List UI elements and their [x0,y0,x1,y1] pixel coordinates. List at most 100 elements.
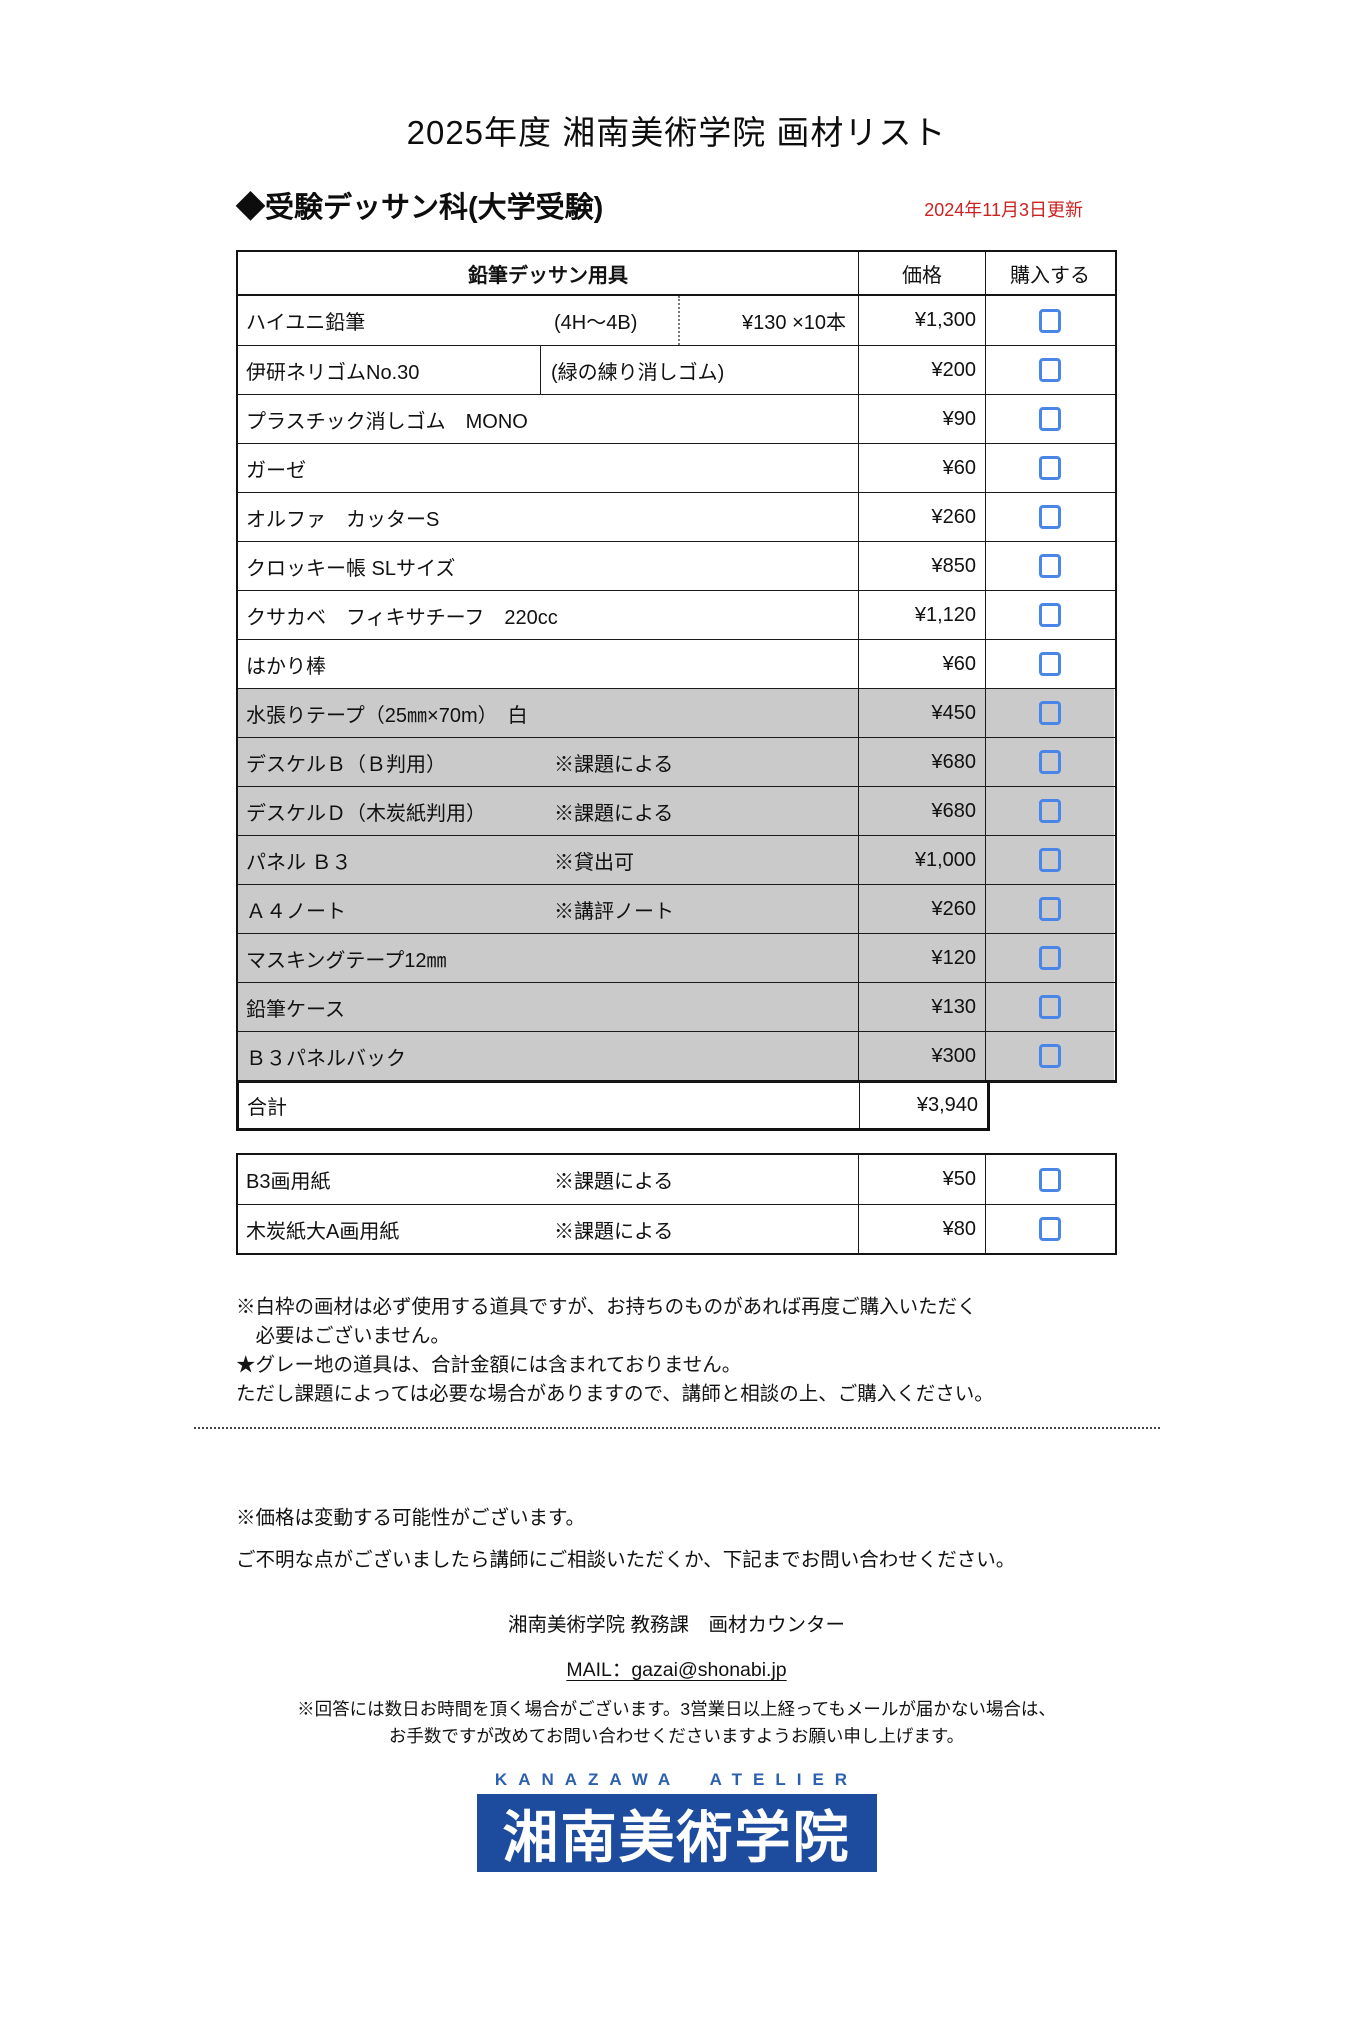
price-cell: ¥300 [858,1032,985,1080]
checkbox-cell [985,885,1114,933]
checkbox-cell [985,296,1114,345]
item-name: B3画用紙 [246,1171,331,1193]
checkbox-cell [985,640,1114,688]
table-row: ガーゼ ¥60 [238,443,1115,492]
checkbox-cell [985,493,1114,541]
item-spec: (4H〜4B) [554,312,638,334]
school-logo-text: 湘南美術学院 [502,1805,851,1869]
checkbox-cell [985,395,1114,443]
price-change-note: ※価格は変動する可能性がございます。 [236,1507,586,1529]
price-cell: ¥1,000 [858,836,985,884]
item-note: ※課題による [554,802,674,825]
purchase-checkbox[interactable] [1039,505,1061,529]
item-name: はかり棒 [246,655,326,678]
purchase-checkbox[interactable] [1039,848,1061,872]
table-row: はかり棒 ¥60 [238,639,1115,688]
column-header-item: 鉛筆デッサン用具 [468,264,628,287]
item-name: クサカベ フィキサチーフ 220cc [246,606,558,629]
note-line: ※白枠の画材は必ず使用する道具ですが、お持ちのものがあれば再度ご購入いただく [236,1296,977,1318]
mail-link[interactable]: MAIL：gazai@shonabi.jp [566,1659,787,1681]
price-cell: ¥90 [858,395,985,443]
table-row: デスケルＤ（木炭紙判用） ※課題による ¥680 [238,786,1115,835]
school-logo: 湘南美術学院 [476,1794,877,1872]
item-cell: デスケルＢ（Ｂ判用） ※課題による [238,738,858,786]
checkbox-cell [985,934,1114,982]
item-cell: 木炭紙大A画用紙 ※課題による [238,1205,858,1253]
item-name: クロッキー帳 SLサイズ [246,557,456,580]
purchase-checkbox[interactable] [1039,652,1061,676]
updated-date: 2024年11月3日更新 [924,200,1083,220]
purchase-checkbox[interactable] [1039,1044,1061,1068]
usage-notes: ※白枠の画材は必ず使用する道具ですが、お持ちのものがあれば再度ご購入いただく 必… [236,1293,1117,1409]
purchase-checkbox[interactable] [1039,1167,1061,1192]
note-line: ★グレー地の道具は、合計金額には含まれておりません。 [236,1354,742,1376]
table-row: Ａ４ノート ※講評ノート ¥260 [238,884,1115,933]
price-cell: ¥680 [858,787,985,835]
table-row: クロッキー帳 SLサイズ ¥850 [238,541,1115,590]
table-header-row: 鉛筆デッサン用具 価格 購入する [238,252,1115,296]
price-cell: ¥130 [858,983,985,1031]
purchase-checkbox[interactable] [1039,750,1061,774]
checkbox-cell [985,836,1114,884]
item-note: ※貸出可 [554,851,634,874]
table-row: 水張りテープ（25㎜×70m） 白 ¥450 [238,688,1115,737]
column-header-price: 価格 [858,252,985,294]
section-header: ◆受験デッサン科(大学受験) 2024年11月3日更新 [236,184,1117,226]
checkbox-cell [985,738,1114,786]
price-cell: ¥200 [858,346,985,394]
purchase-checkbox[interactable] [1039,603,1061,627]
purchase-checkbox[interactable] [1039,554,1061,578]
item-name: Ａ４ノート [246,900,346,923]
purchase-checkbox[interactable] [1039,456,1061,480]
reply-note-line: ※回答には数日お時間を頂く場合がございます。3営業日以上経ってもメールが届かない… [297,1699,1056,1719]
item-name: ガーゼ [246,459,306,482]
purchase-checkbox[interactable] [1039,995,1061,1019]
purchase-checkbox[interactable] [1039,308,1061,333]
price-cell: ¥1,120 [858,591,985,639]
checkbox-cell [985,689,1114,737]
purchase-checkbox[interactable] [1039,799,1061,823]
item-cell: パネル Ｂ３ ※貸出可 [238,836,858,884]
purchase-checkbox[interactable] [1039,358,1061,382]
table-row: オルファ カッターS ¥260 [238,492,1115,541]
checkbox-cell [985,1032,1114,1080]
checkbox-cell [985,591,1114,639]
note-line: 必要はございません。 [236,1325,450,1347]
purchase-checkbox[interactable] [1039,701,1061,725]
item-note: ※課題による [554,753,674,776]
checkbox-cell [985,346,1114,394]
price-cell: ¥80 [858,1205,985,1253]
item-name: デスケルＢ（Ｂ判用） [246,753,446,776]
item-name: オルファ カッターS [246,508,440,531]
price-cell: ¥120 [858,934,985,982]
item-unit-price: ¥130 ×10本 [678,296,858,345]
checkbox-cell [985,542,1114,590]
item-note: ※課題による [554,1220,674,1243]
paper-table: B3画用紙 ※課題による ¥50 木炭紙大A画用紙 ※課題による ¥80 [236,1153,1117,1255]
document-page: 2025年度 湘南美術学院 画材リスト ◆受験デッサン科(大学受験) 2024年… [194,106,1160,1872]
purchase-checkbox[interactable] [1039,1217,1061,1241]
price-cell: ¥260 [858,885,985,933]
item-cell: Ａ４ノート ※講評ノート [238,885,858,933]
price-cell: ¥260 [858,493,985,541]
section-heading: ◆受験デッサン科(大学受験) [236,192,604,224]
column-header-purchase: 購入する [985,252,1114,294]
table-row: デスケルＢ（Ｂ判用） ※課題による ¥680 [238,737,1115,786]
item-note: ※課題による [554,1171,674,1193]
item-name: 伊研ネリゴムNo.30 [246,361,420,384]
purchase-checkbox[interactable] [1039,946,1061,970]
reply-note-line: お手数ですが改めてお問い合わせくださいますようお願い申し上げます。 [388,1726,965,1746]
item-note: ※講評ノート [554,900,674,923]
item-cell: 伊研ネリゴムNo.30 (緑の練り消しゴム) [238,346,858,394]
purchase-checkbox[interactable] [1039,407,1061,431]
item-note: (緑の練り消しゴム) [540,346,858,394]
table-row: 伊研ネリゴムNo.30 (緑の練り消しゴム) ¥200 [238,345,1115,394]
item-name: パネル Ｂ３ [246,851,352,874]
purchase-checkbox[interactable] [1039,897,1061,921]
checkbox-cell [985,1155,1114,1204]
price-cell: ¥680 [858,738,985,786]
table-row: B3画用紙 ※課題による ¥50 [238,1155,1115,1204]
reply-note: ※回答には数日お時間を頂く場合がございます。3営業日以上経ってもメールが届かない… [236,1696,1117,1750]
mail-row: MAIL：gazai@shonabi.jp [236,1653,1117,1682]
item-cell: ハイユニ鉛筆 (4H〜4B) ¥130 ×10本 [238,296,858,345]
